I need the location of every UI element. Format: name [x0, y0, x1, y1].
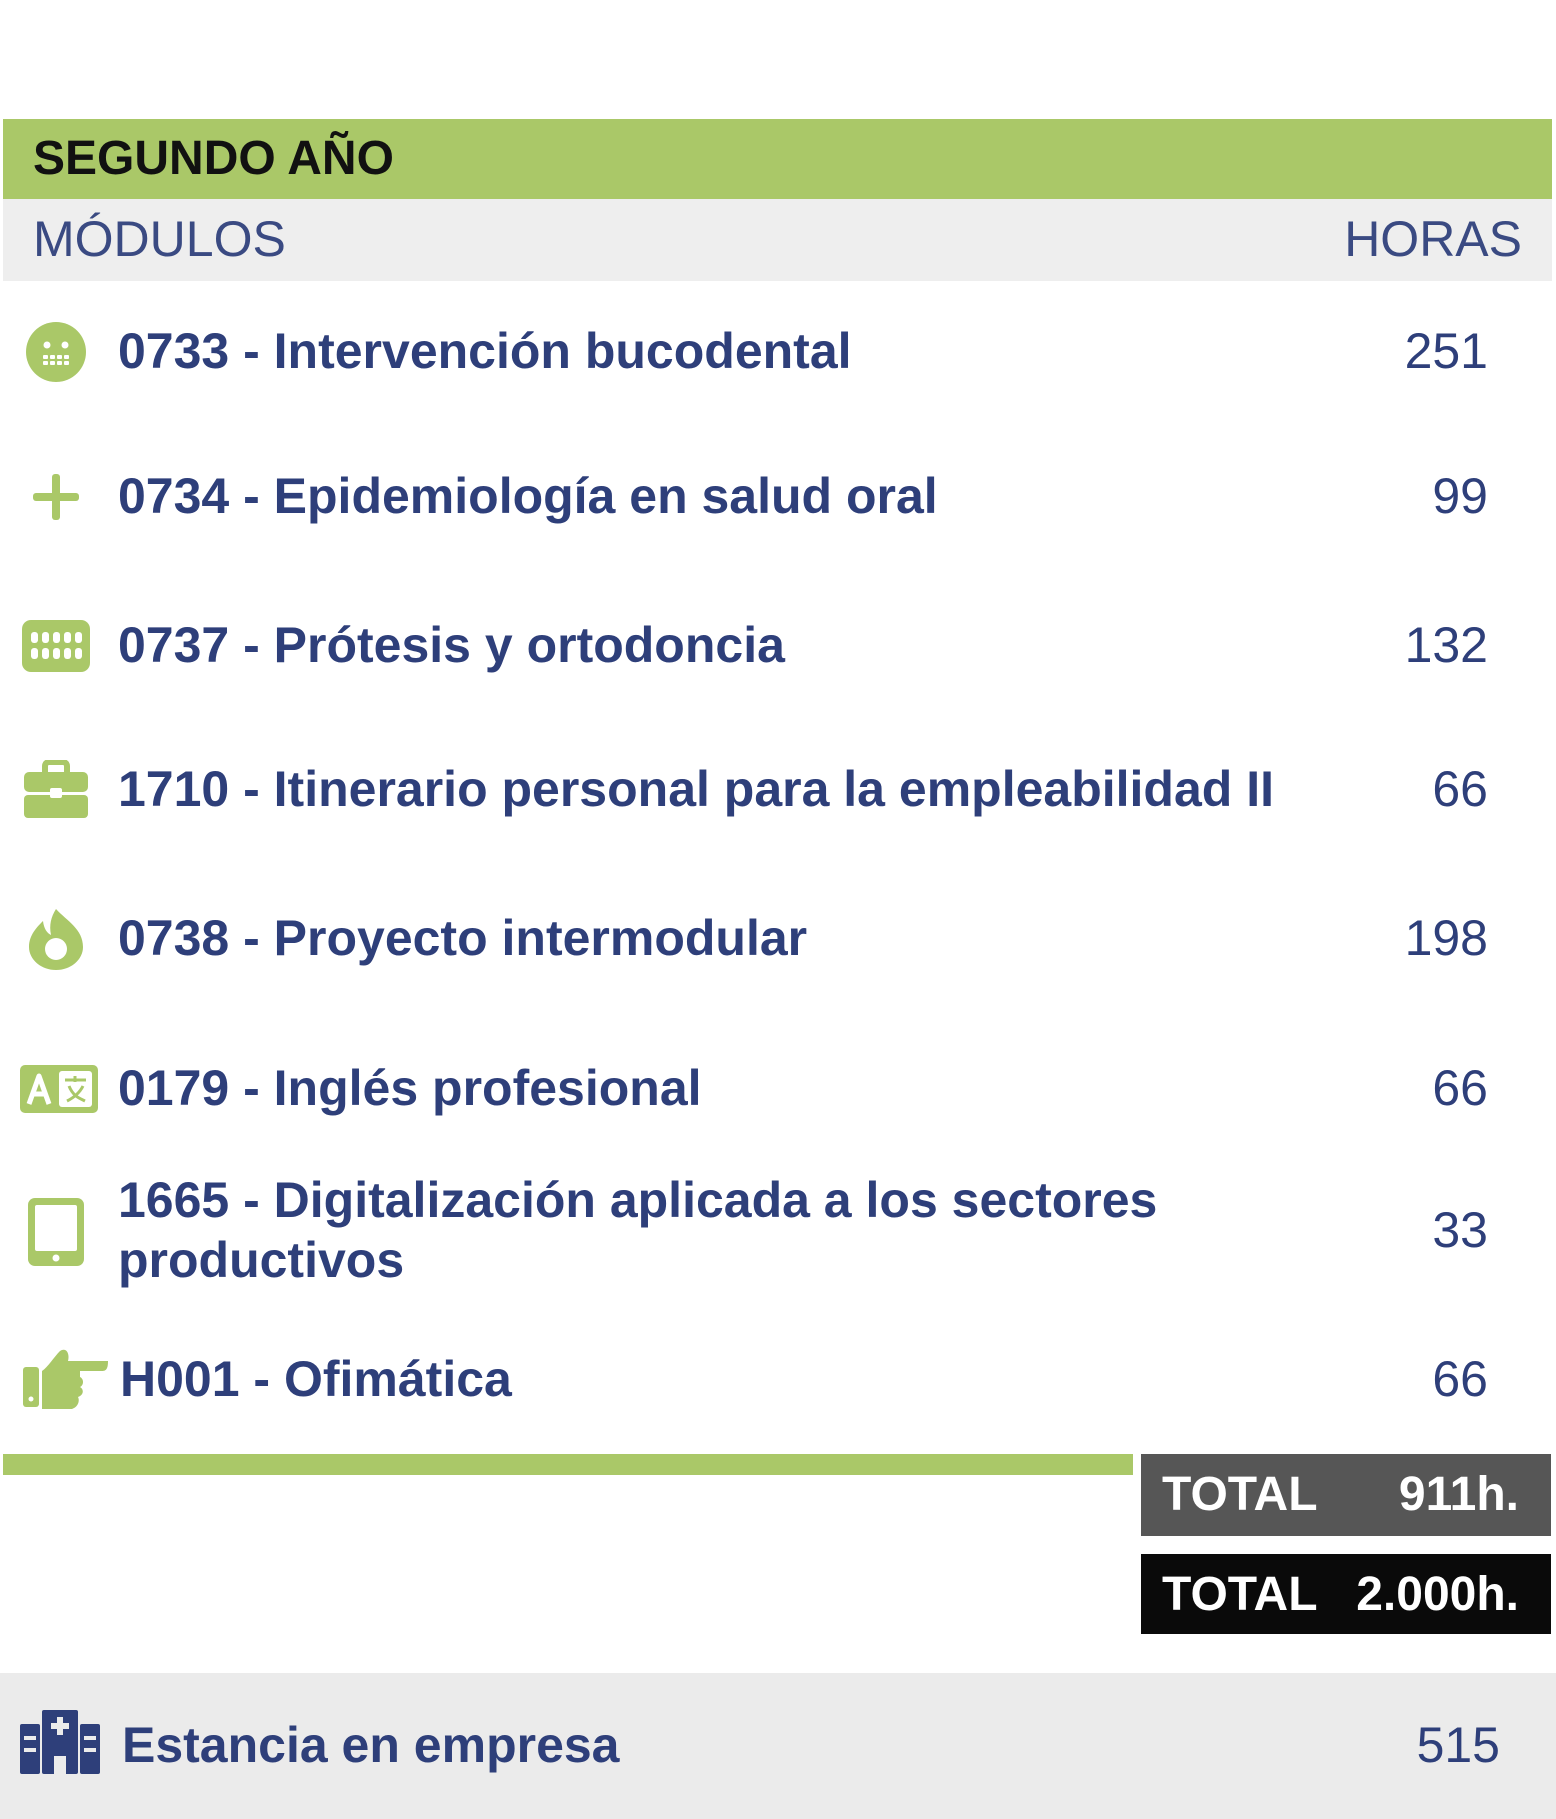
translate-icon [18, 1053, 100, 1125]
module-name: 0733 - Intervención bucodental [118, 323, 852, 379]
module-hours: 251 [1404, 323, 1488, 379]
internship-hours: 515 [1416, 1717, 1500, 1773]
separator-bar [3, 1454, 1133, 1475]
section-title: SEGUNDO AÑO [33, 132, 394, 185]
module-name: 1710 - Itinerario personal para la emple… [118, 761, 1274, 817]
module-hours: 66 [1432, 761, 1488, 817]
year-total-value: 911h. [1398, 1468, 1519, 1521]
module-hours: 99 [1432, 468, 1488, 524]
module-name: 0179 - Inglés profesional [118, 1060, 702, 1116]
module-name: 0738 - Proyecto intermodular [118, 910, 808, 966]
pointing-hand-icon [22, 1344, 108, 1416]
year-total-box: TOTAL 911h. [1141, 1454, 1551, 1536]
column-header: MÓDULOS HORAS [3, 199, 1552, 281]
module-hours: 33 [1432, 1202, 1488, 1258]
section-header: SEGUNDO AÑO [3, 119, 1552, 199]
flame-icon [20, 903, 92, 975]
overall-total-value: 2.000h. [1356, 1568, 1519, 1621]
briefcase-icon [20, 754, 92, 826]
hours-column-label: HORAS [1344, 211, 1522, 267]
module-name: 1665 - Digitalización aplicada a los sec… [118, 1172, 1158, 1288]
year-total-label: TOTAL [1162, 1468, 1318, 1521]
module-name: H001 - Ofimática [120, 1351, 512, 1407]
module-hours: 66 [1432, 1060, 1488, 1116]
module-hours: 66 [1432, 1351, 1488, 1407]
overall-total-box: TOTAL 2.000h. [1141, 1554, 1551, 1634]
hospital-icon [20, 1710, 100, 1782]
tablet-icon [20, 1196, 92, 1268]
plus-icon [20, 461, 92, 533]
modules-column-label: MÓDULOS [33, 211, 286, 267]
overall-total-label: TOTAL [1162, 1568, 1318, 1621]
module-hours: 198 [1404, 910, 1488, 966]
module-name: 0734 - Epidemiología en salud oral [118, 468, 938, 524]
internship-name: Estancia en empresa [122, 1717, 620, 1773]
internship-row: Estancia en empresa 515 [0, 1673, 1556, 1819]
face-icon [20, 316, 92, 388]
module-name: 0737 - Prótesis y ortodoncia [118, 617, 785, 673]
teeth-icon [20, 610, 92, 682]
module-hours: 132 [1404, 617, 1488, 673]
